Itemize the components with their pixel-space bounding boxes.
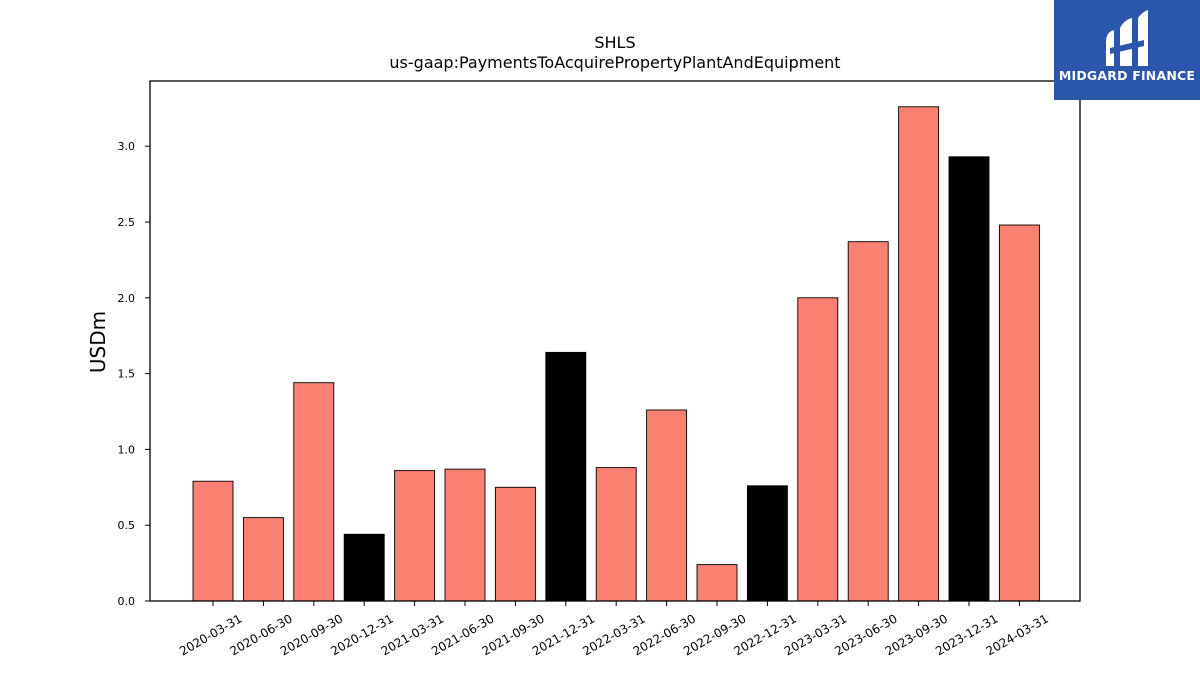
bar-2021-12-31 [545,351,587,602]
bar-2020-12-31 [343,533,385,602]
bar-2020-06-30 [242,517,284,602]
bar-2021-03-31 [394,470,436,602]
bars-group [192,106,1040,602]
bar-2022-09-30 [696,564,738,602]
y-tick-label: 0.0 [118,595,136,608]
logo-mark-icon [1106,10,1148,66]
y-tick-label: 0.5 [118,519,136,532]
chart-subtitle: us-gaap:PaymentsToAcquirePropertyPlantAn… [389,53,840,72]
bar-2023-12-31 [948,156,990,602]
y-tick-label: 3.0 [118,140,136,153]
logo-text: MIDGARD FINANCE [1058,68,1196,83]
chart-title: SHLS [594,33,635,52]
bar-2022-03-31 [595,467,637,602]
bar-2023-03-31 [797,297,839,602]
y-tick-label: 1.0 [118,443,136,456]
y-tick-label: 2.5 [118,216,136,229]
bar-2022-06-30 [646,409,688,602]
y-axis-label: USDm [86,311,110,373]
midgard-finance-logo: MIDGARD FINANCE [1054,0,1200,100]
bar-2020-03-31 [192,480,234,602]
bar-2023-09-30 [898,106,940,602]
plot-frame [149,80,1081,602]
bar-2022-12-31 [746,485,788,602]
bar-2020-09-30 [293,382,335,602]
y-tick-label: 1.5 [118,368,136,381]
x-ticks-group: 2020-03-312020-06-302020-09-302020-12-31… [177,601,1051,658]
bar-2021-09-30 [494,486,536,602]
bar-2021-06-30 [444,468,486,602]
y-tick-label: 2.0 [118,292,136,305]
y-ticks-group: 0.0 0.5 1.0 1.5 2.0 2.5 3.0 [118,140,150,608]
bar-2024-03-31 [998,224,1040,602]
bar-2023-06-30 [847,241,889,602]
